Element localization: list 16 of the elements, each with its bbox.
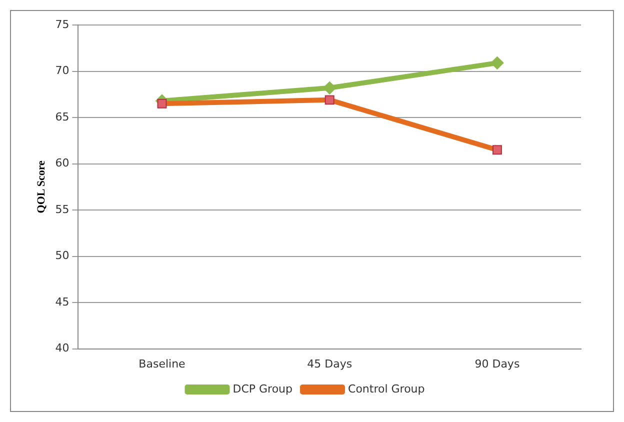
y-tick-label: 75 (55, 18, 70, 31)
y-tick-label: 70 (55, 64, 70, 78)
y-tick-label: 65 (55, 110, 70, 124)
x-tick-label: 90 Days (474, 357, 520, 370)
legend-label: Control Group (348, 382, 425, 396)
point (323, 81, 336, 94)
y-axis-title: QOL Score (35, 160, 48, 214)
y-tick-label: 45 (55, 295, 70, 308)
y-tick-label: 60 (55, 156, 70, 170)
y-tick-label: 55 (55, 202, 70, 216)
y-tick-label: 50 (55, 249, 70, 262)
y-tick-label: 40 (55, 342, 70, 355)
legend-label: DCP Group (232, 382, 293, 396)
x-tick-label: Baseline (138, 357, 186, 370)
point (490, 56, 504, 70)
x-tick-label: 45 Days (307, 357, 352, 370)
